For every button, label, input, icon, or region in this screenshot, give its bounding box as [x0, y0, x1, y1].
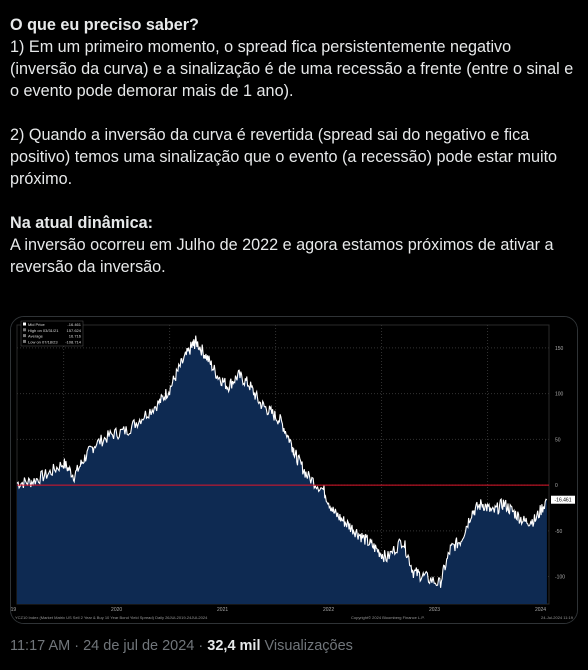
y-tick-label: 150: [555, 346, 564, 352]
series-line: [16, 335, 548, 588]
series-area: [17, 335, 547, 604]
post-meta: 11:17 AM · 24 de jul de 2024 · 32,4 mil …: [10, 638, 353, 654]
x-tick-label: 2021: [217, 607, 228, 613]
legend-swatch: [23, 334, 26, 338]
post-paragraph-2: 2) Quando a inversão da curva é revertid…: [10, 126, 558, 188]
post-heading: O que eu preciso saber?: [10, 16, 199, 34]
y-tick-label: -100: [555, 575, 565, 581]
x-tick-label: 2022: [323, 607, 334, 613]
current-value-tag: [551, 495, 575, 504]
legend-label: Average: [28, 334, 44, 339]
legend-value: -16.461: [67, 322, 81, 327]
post-paragraph-3: A inversão ocorreu em Julho de 2022 e ag…: [10, 236, 554, 276]
legend-swatch: [23, 328, 26, 332]
legend-label: Low on 07/18/23: [28, 339, 58, 344]
views-label: Visualizações: [264, 638, 353, 654]
y-tick-label: 100: [555, 392, 564, 398]
post-text: O que eu preciso saber? 1) Em um primeir…: [10, 14, 580, 278]
post-date[interactable]: 24 de jul de 2024: [83, 638, 195, 654]
chart-footer-center: Copyright© 2024 Bloomberg Finance L.P.: [351, 615, 425, 620]
current-value-label: -16.461: [555, 498, 572, 504]
legend-value: -108.714: [65, 339, 82, 344]
legend-swatch: [23, 322, 26, 326]
chart-image[interactable]: 150 100 50 0 -50 -100 2019 2020 2021 2022 2023 2024…: [10, 316, 578, 624]
post-subheading: Na atual dinâmica:: [10, 214, 154, 232]
x-tick-label: 2019: [11, 607, 16, 613]
legend-value: 157.624: [67, 328, 82, 333]
spread-chart: 150 100 50 0 -50 -100 2019 2020 2021 2022 2023 2024…: [11, 317, 577, 623]
x-tick-label: 2024: [535, 607, 546, 613]
x-tick-label: 2020: [111, 607, 122, 613]
views-count: 32,4 mil: [207, 638, 261, 654]
legend-swatch: [23, 339, 26, 343]
chart-footer-right: 24-Jul-2024 11:19: [541, 615, 574, 620]
legend-label: High on 03/31/21: [28, 328, 59, 333]
legend-value: 16.716: [69, 334, 82, 339]
meta-separator: ·: [74, 638, 80, 654]
x-tick-label: 2023: [429, 607, 440, 613]
meta-separator: ·: [198, 638, 204, 654]
post-time[interactable]: 11:17 AM: [10, 638, 71, 654]
y-tick-label: 0: [555, 483, 558, 489]
legend-label: Mid Price: [28, 322, 45, 327]
y-tick-label: 50: [555, 437, 561, 443]
post-paragraph-1: 1) Em um primeiro momento, o spread fica…: [10, 38, 574, 100]
y-tick-label: -50: [555, 529, 562, 535]
chart-footer-left: YCZ10 Index (Market Matrix US Sell 2 Yea…: [15, 615, 208, 620]
legend-box: [20, 320, 84, 347]
